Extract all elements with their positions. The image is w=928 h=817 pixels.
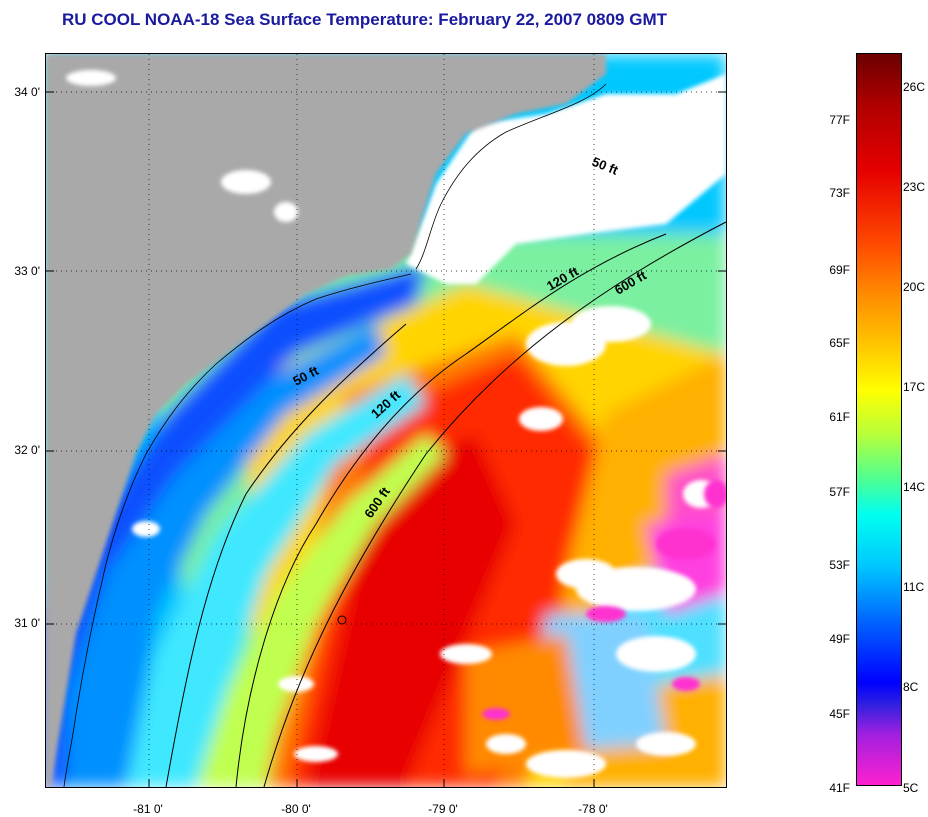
colorbar-c-label: 26C bbox=[903, 80, 926, 94]
lat-label: 31 0' bbox=[14, 616, 40, 630]
axis-ticks bbox=[46, 91, 726, 787]
lon-label: -78 0' bbox=[578, 802, 608, 816]
coastline bbox=[63, 83, 607, 787]
lat-label: 34 0' bbox=[14, 85, 40, 99]
colorbar-c-label: 11C bbox=[903, 580, 925, 594]
lon-label: -80 0' bbox=[281, 802, 311, 816]
temperature-colorbar bbox=[856, 53, 902, 786]
station-marker bbox=[337, 615, 347, 625]
colorbar-f-label: 45F bbox=[829, 707, 850, 721]
sst-map[interactable]: 50 ft 120 ft 600 ft 50 ft 120 ft 600 ft bbox=[45, 53, 727, 788]
lat-lon-grid bbox=[46, 54, 726, 787]
colorbar-c-label: 17C bbox=[903, 380, 926, 394]
colorbar-f-label: 41F bbox=[829, 781, 850, 795]
land-mass bbox=[46, 54, 606, 787]
cloud-patches bbox=[278, 74, 726, 778]
map-title: RU COOL NOAA-18 Sea Surface Temperature:… bbox=[62, 10, 667, 29]
colorbar-f-label: 73F bbox=[829, 186, 850, 200]
colorbar-f-label: 77F bbox=[829, 113, 850, 127]
colorbar-c-label: 14C bbox=[903, 480, 926, 494]
colorbar-c-label: 23C bbox=[903, 180, 926, 194]
colorbar-f-label: 49F bbox=[829, 632, 850, 646]
colorbar-f-label: 69F bbox=[829, 263, 850, 277]
lat-label: 33 0' bbox=[14, 264, 40, 278]
sst-map-canvas: 50 ft 120 ft 600 ft 50 ft 120 ft 600 ft bbox=[46, 54, 726, 787]
lat-label: 32 0' bbox=[14, 443, 40, 457]
lon-label: -79 0' bbox=[428, 802, 458, 816]
colorbar-c-label: 20C bbox=[903, 280, 926, 294]
lon-label: -81 0' bbox=[133, 802, 163, 816]
isobath-lines bbox=[165, 221, 726, 787]
colorbar-f-label: 53F bbox=[829, 558, 850, 572]
inland-clouds bbox=[66, 70, 298, 537]
colorbar-f-label: 57F bbox=[829, 485, 850, 499]
colorbar-c-label: 5C bbox=[903, 781, 919, 795]
colorbar-f-label: 65F bbox=[829, 336, 850, 350]
colorbar-f-label: 61F bbox=[829, 410, 850, 424]
colorbar-c-label: 8C bbox=[903, 680, 919, 694]
cold-spots bbox=[482, 480, 726, 720]
